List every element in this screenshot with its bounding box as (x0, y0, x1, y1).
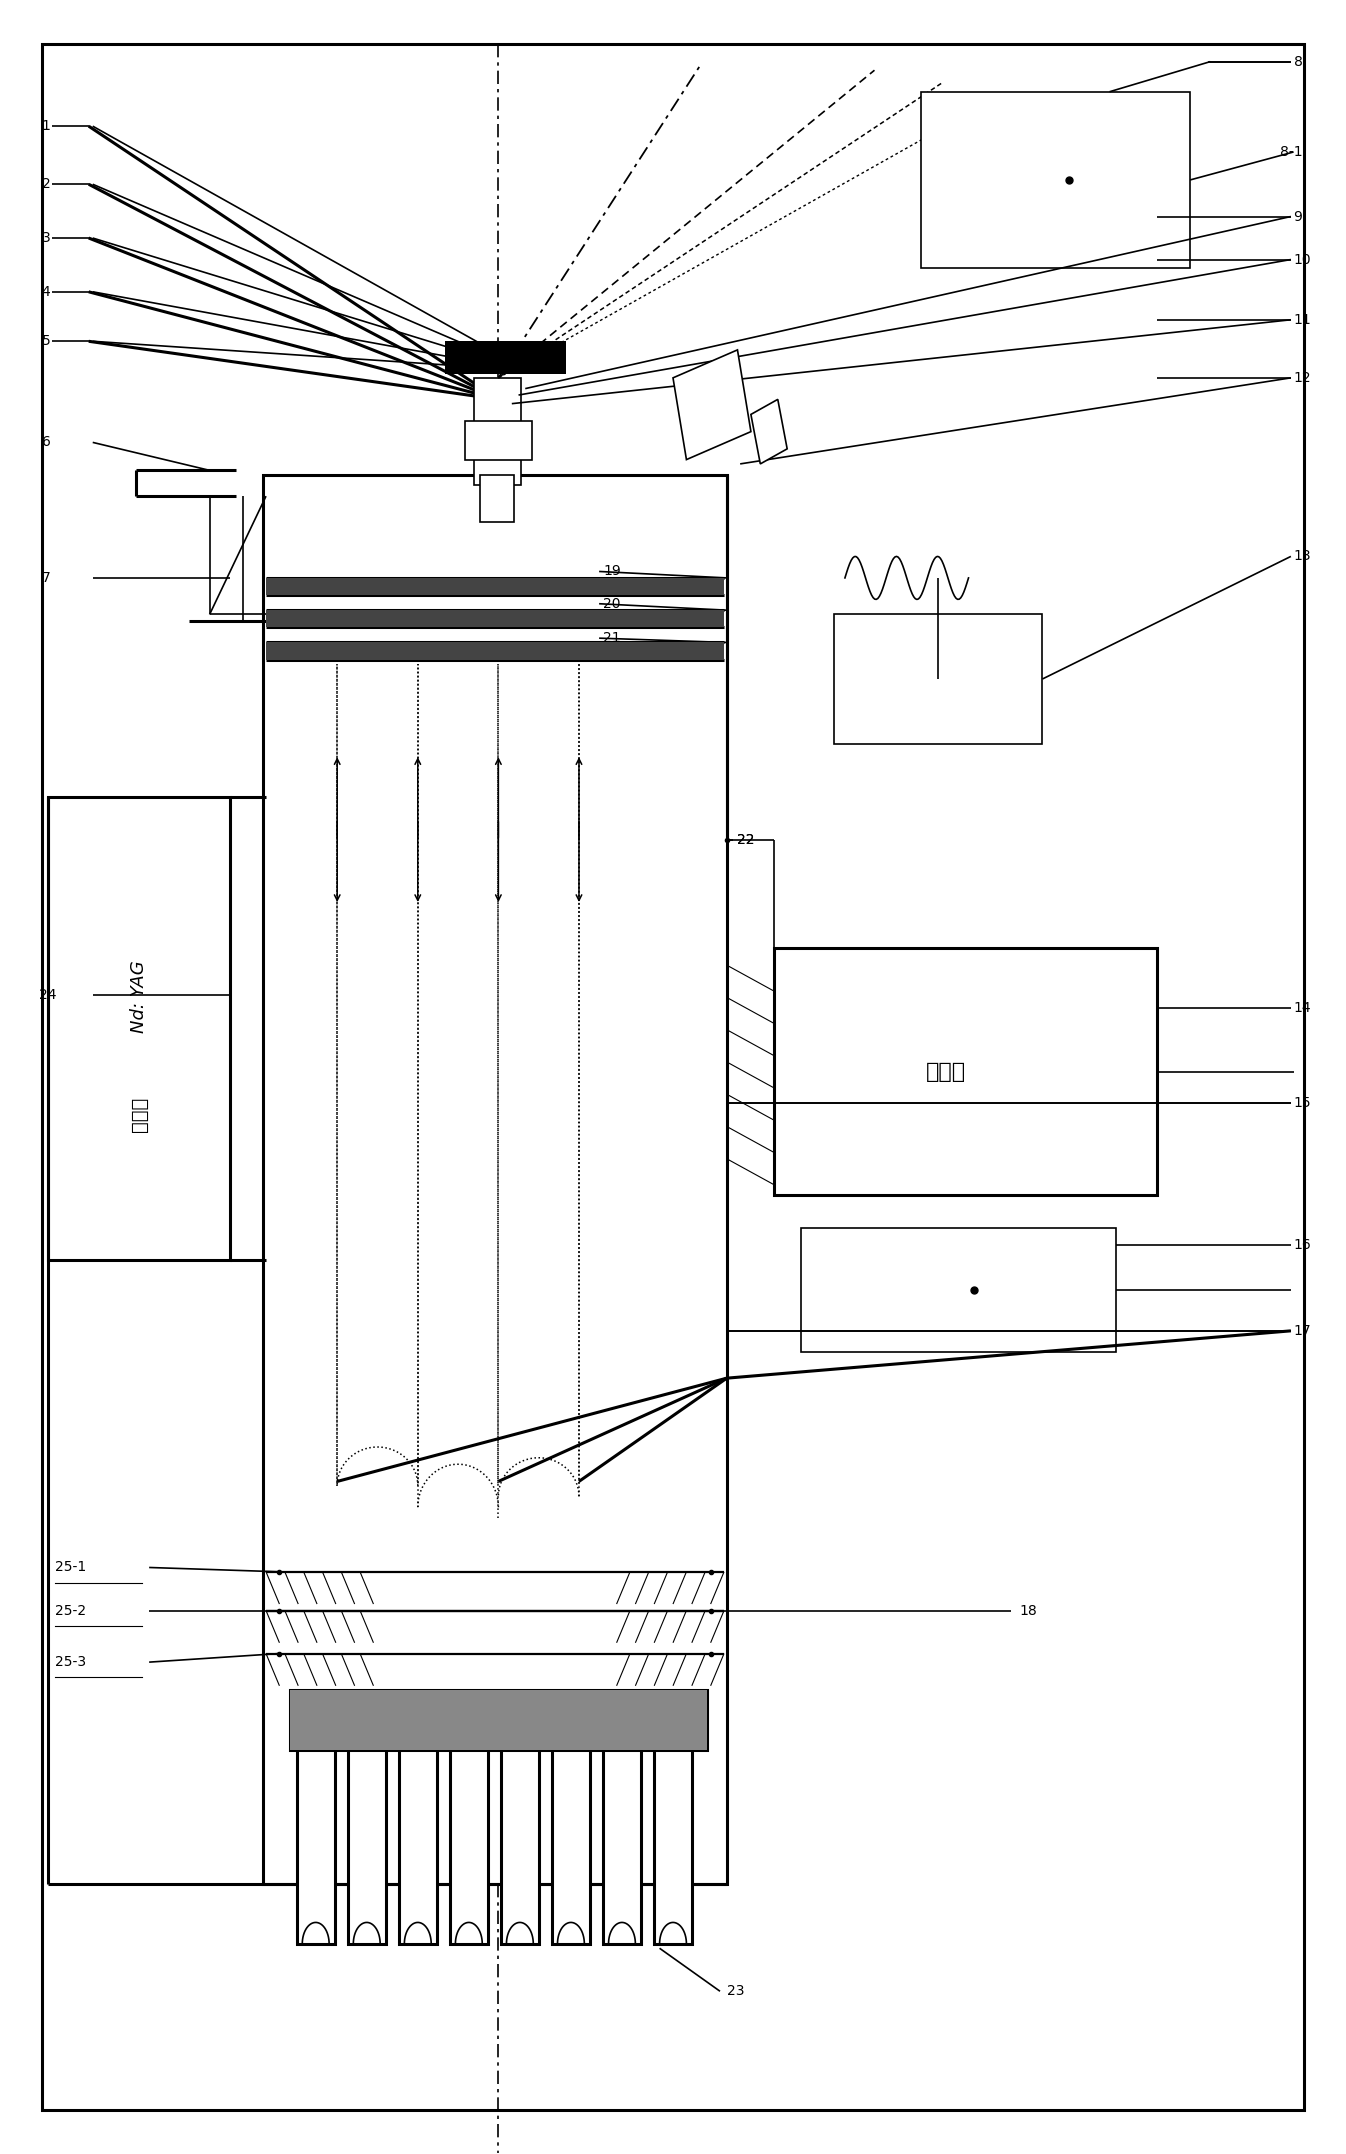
Polygon shape (751, 398, 787, 463)
Text: 19: 19 (603, 564, 621, 579)
Text: 10: 10 (1294, 252, 1311, 267)
Text: 2: 2 (42, 177, 50, 192)
Text: 21: 21 (603, 631, 621, 646)
Bar (922, 93, 1190, 267)
Text: 真空泵: 真空泵 (926, 1062, 966, 1081)
Text: 17: 17 (1294, 1325, 1311, 1338)
Text: 8-1: 8-1 (1280, 144, 1303, 159)
Bar (474, 377, 521, 485)
Text: 7: 7 (42, 571, 50, 586)
Text: 22: 22 (738, 834, 755, 847)
Text: 11: 11 (1294, 312, 1311, 327)
Text: 24: 24 (39, 989, 57, 1002)
Bar (479, 474, 514, 521)
Text: 9: 9 (1294, 209, 1303, 224)
Bar (291, 1691, 707, 1751)
Text: 6: 6 (42, 435, 51, 450)
Bar (450, 1751, 487, 1943)
Text: 25-1: 25-1 (55, 1559, 86, 1575)
Text: 4: 4 (42, 284, 50, 299)
Text: 1: 1 (42, 118, 51, 134)
Bar (347, 1751, 385, 1943)
Bar (552, 1751, 590, 1943)
Text: 22: 22 (738, 834, 755, 847)
Text: 23: 23 (727, 1984, 744, 1999)
Text: 25-2: 25-2 (55, 1603, 86, 1618)
Bar (398, 1751, 436, 1943)
Bar (774, 948, 1156, 1195)
Text: 16: 16 (1294, 1239, 1311, 1251)
Bar (654, 1751, 692, 1943)
Text: Nd: YAG: Nd: YAG (131, 961, 148, 1032)
Bar (264, 474, 727, 1885)
Text: 20: 20 (603, 597, 621, 612)
Text: 25-3: 25-3 (55, 1654, 86, 1669)
Bar (267, 577, 724, 595)
Bar (464, 420, 532, 459)
Bar (267, 642, 724, 659)
Text: 5: 5 (42, 334, 50, 349)
Bar (603, 1751, 641, 1943)
Text: 3: 3 (42, 230, 50, 246)
Text: 13: 13 (1294, 549, 1311, 564)
Polygon shape (673, 349, 751, 459)
Text: 18: 18 (1019, 1603, 1038, 1618)
Text: 14: 14 (1294, 1002, 1311, 1015)
Bar (48, 797, 230, 1260)
Text: 激光器: 激光器 (129, 1096, 148, 1133)
Text: 12: 12 (1294, 370, 1311, 386)
Bar (297, 1751, 335, 1943)
Text: 15: 15 (1294, 1096, 1311, 1109)
Bar (267, 610, 724, 627)
Text: 8: 8 (1294, 54, 1303, 69)
Bar (444, 340, 565, 373)
Bar (291, 1691, 707, 1751)
Bar (835, 614, 1042, 743)
Bar (501, 1751, 538, 1943)
Bar (801, 1228, 1116, 1353)
